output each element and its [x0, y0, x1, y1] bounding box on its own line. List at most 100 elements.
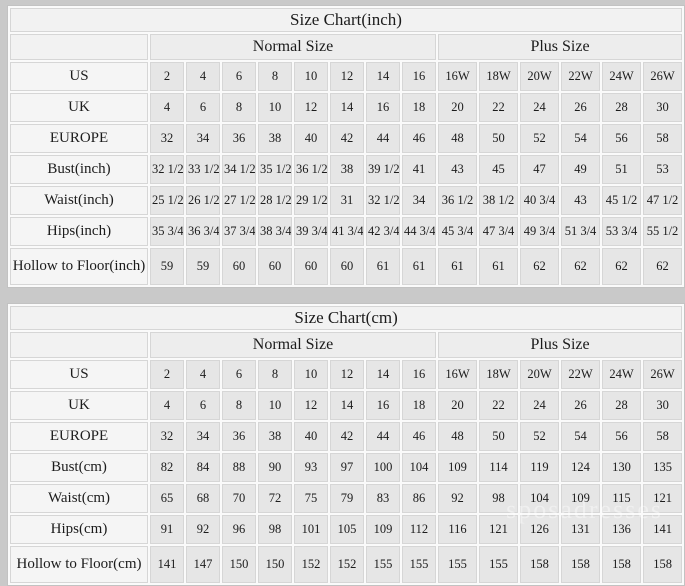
- column-group-row: Normal Size Plus Size: [10, 332, 683, 358]
- table-title-row: Size Chart(inch): [10, 8, 682, 32]
- size-value-cell: 52: [520, 124, 559, 153]
- size-value-cell: 42 3/4: [366, 217, 400, 246]
- size-value-cell: 4: [186, 62, 220, 91]
- size-value-cell: 121: [479, 515, 518, 544]
- table-title: Size Chart(inch): [10, 8, 682, 32]
- size-value-cell: 46: [402, 124, 436, 153]
- size-value-cell: 33 1/2: [186, 155, 220, 184]
- size-value-cell: 10: [258, 391, 292, 420]
- row-label: Bust(cm): [10, 453, 148, 482]
- size-value-cell: 32 1/2: [366, 186, 400, 215]
- size-value-cell: 6: [186, 93, 220, 122]
- size-value-cell: 20W: [520, 360, 559, 389]
- column-group-label: Plus Size: [438, 34, 682, 60]
- size-value-cell: 26: [561, 391, 600, 420]
- size-value-cell: 100: [366, 453, 400, 482]
- size-value-cell: 40: [294, 422, 328, 451]
- size-value-cell: 6: [222, 62, 256, 91]
- size-value-cell: 135: [643, 453, 683, 482]
- size-value-cell: 109: [561, 484, 600, 513]
- size-value-cell: 18: [402, 391, 436, 420]
- size-value-cell: 31: [330, 186, 364, 215]
- size-value-cell: 20: [438, 93, 477, 122]
- row-label: US: [10, 360, 148, 389]
- size-value-cell: 41 3/4: [330, 217, 364, 246]
- size-value-cell: 42: [330, 422, 364, 451]
- size-value-cell: 61: [479, 248, 518, 285]
- size-value-cell: 88: [222, 453, 256, 482]
- size-value-cell: 34: [402, 186, 436, 215]
- table-row: UK 4 6 8 10 12 14 16 18 20 22 24 26 28 30: [10, 391, 683, 420]
- size-value-cell: 155: [479, 546, 518, 583]
- table-row: Bust(inch) 32 1/2 33 1/2 34 1/2 35 1/2 36 1/2…: [10, 155, 682, 184]
- size-value-cell: 98: [258, 515, 292, 544]
- size-value-cell: 91: [150, 515, 184, 544]
- size-value-cell: 16W: [438, 62, 477, 91]
- size-value-cell: 136: [602, 515, 641, 544]
- table-row: US 2 4 6 8 10 12 14 16 16W 18W 20W 22W 24W 26W: [10, 62, 682, 91]
- size-value-cell: 92: [438, 484, 477, 513]
- size-value-cell: 4: [186, 360, 220, 389]
- size-value-cell: 58: [643, 124, 682, 153]
- size-value-cell: 155: [366, 546, 400, 583]
- size-value-cell: 101: [294, 515, 328, 544]
- size-value-cell: 36: [222, 124, 256, 153]
- size-value-cell: 22W: [561, 360, 600, 389]
- size-value-cell: 60: [330, 248, 364, 285]
- size-table: Size Chart(cm) Normal Size Plus Size US 2 4 6 8…: [7, 303, 685, 586]
- size-value-cell: 18W: [479, 360, 518, 389]
- size-value-cell: 28: [602, 93, 641, 122]
- size-value-cell: 158: [602, 546, 641, 583]
- size-value-cell: 47 3/4: [479, 217, 518, 246]
- size-value-cell: 12: [330, 360, 364, 389]
- size-value-cell: 2: [150, 62, 184, 91]
- size-value-cell: 20W: [520, 62, 559, 91]
- size-value-cell: 37 3/4: [222, 217, 256, 246]
- size-value-cell: 6: [222, 360, 256, 389]
- size-value-cell: 97: [330, 453, 364, 482]
- size-value-cell: 98: [479, 484, 518, 513]
- size-value-cell: 93: [294, 453, 328, 482]
- size-value-cell: 109: [366, 515, 400, 544]
- size-value-cell: 152: [330, 546, 364, 583]
- size-value-cell: 35 3/4: [150, 217, 184, 246]
- size-value-cell: 84: [186, 453, 220, 482]
- row-label: US: [10, 62, 148, 91]
- size-table: Size Chart(inch) Normal Size Plus Size US 2 4…: [7, 5, 685, 288]
- size-value-cell: 24: [520, 93, 559, 122]
- size-value-cell: 47: [520, 155, 559, 184]
- size-value-cell: 48: [438, 124, 477, 153]
- size-value-cell: 83: [366, 484, 400, 513]
- size-value-cell: 119: [520, 453, 559, 482]
- row-label: Bust(inch): [10, 155, 148, 184]
- size-value-cell: 65: [150, 484, 184, 513]
- size-value-cell: 8: [258, 360, 292, 389]
- table-title: Size Chart(cm): [10, 306, 683, 330]
- size-value-cell: 34: [186, 422, 220, 451]
- size-value-cell: 10: [294, 62, 328, 91]
- row-label: Hips(cm): [10, 515, 148, 544]
- row-label: Waist(inch): [10, 186, 148, 215]
- size-value-cell: 43: [438, 155, 477, 184]
- size-value-cell: 72: [258, 484, 292, 513]
- size-value-cell: 43: [561, 186, 600, 215]
- table-row: Bust(cm) 82 84 88 90 93 97 100 104 109 114 119 124 13…: [10, 453, 683, 482]
- size-value-cell: 16: [402, 360, 436, 389]
- size-value-cell: 150: [258, 546, 292, 583]
- size-value-cell: 52: [520, 422, 559, 451]
- size-value-cell: 32 1/2: [150, 155, 184, 184]
- size-value-cell: 56: [602, 422, 641, 451]
- size-value-cell: 24: [520, 391, 559, 420]
- size-value-cell: 155: [402, 546, 436, 583]
- size-value-cell: 41: [402, 155, 436, 184]
- size-value-cell: 86: [402, 484, 436, 513]
- size-value-cell: 115: [602, 484, 641, 513]
- size-value-cell: 158: [520, 546, 559, 583]
- size-value-cell: 109: [438, 453, 477, 482]
- size-value-cell: 121: [643, 484, 683, 513]
- size-value-cell: 24W: [602, 360, 641, 389]
- size-value-cell: 40: [294, 124, 328, 153]
- size-value-cell: 50: [479, 124, 518, 153]
- size-value-cell: 53: [643, 155, 682, 184]
- size-value-cell: 42: [330, 124, 364, 153]
